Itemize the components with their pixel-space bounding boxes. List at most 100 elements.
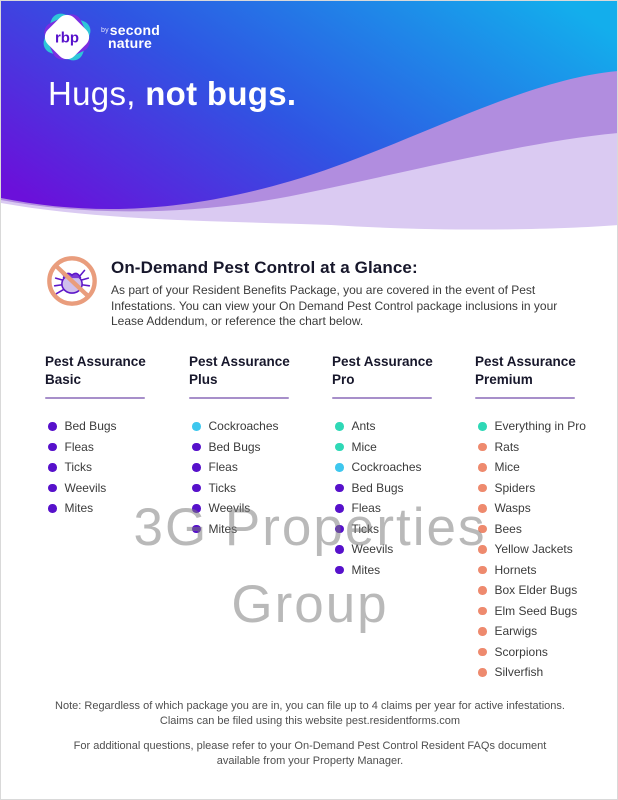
list-item-label: Rats: [494, 439, 520, 454]
list-item: Bed Bugs: [335, 478, 475, 499]
header-title-bold: not bugs.: [145, 75, 297, 112]
list-item: Weevils: [192, 498, 332, 519]
list-item-label: Bed Bugs: [208, 439, 261, 454]
no-bugs-icon: [47, 256, 97, 306]
list-item: Ticks: [335, 519, 475, 540]
list-item: Spiders: [478, 478, 617, 499]
list-item: Everything in Pro: [478, 416, 617, 437]
brand-logo: rbp bysecond nature: [39, 9, 160, 65]
list-item-label: Yellow Jackets: [494, 542, 573, 557]
package-columns: Pest Assurance Basic Bed Bugs Fleas Ticks Wee…: [1, 353, 617, 683]
package-underline: [475, 397, 575, 399]
bullet-icon: [192, 463, 201, 472]
bullet-icon: [478, 606, 487, 615]
list-item-label: Mites: [208, 521, 238, 536]
list-item: Fleas: [48, 437, 189, 458]
list-item: Elm Seed Bugs: [478, 601, 617, 622]
header-wave-background: [1, 1, 617, 243]
package-title: Pest Assurance Premium: [475, 354, 576, 387]
bullet-icon: [335, 483, 344, 492]
bullet-icon: [335, 422, 344, 431]
package-item-list: Cockroaches Bed Bugs Fleas Ticks Weevils Mite…: [189, 416, 332, 539]
bullet-icon: [48, 422, 57, 431]
package-title: Pest Assurance Pro: [332, 354, 433, 387]
bullet-icon: [478, 483, 487, 492]
list-item: Wasps: [478, 498, 617, 519]
list-item: Fleas: [335, 498, 475, 519]
rbp-logo-icon: rbp: [43, 13, 91, 61]
package-item-list: Everything in Pro Rats Mice Spiders Wasps Bee…: [475, 416, 617, 683]
bullet-icon: [335, 565, 344, 574]
package-underline: [45, 397, 145, 399]
list-item-label: Fleas: [208, 460, 238, 475]
svg-text:rbp: rbp: [55, 30, 79, 47]
list-item-label: Earwigs: [494, 624, 538, 639]
package-underline: [332, 397, 432, 399]
list-item-label: Bed Bugs: [64, 419, 117, 434]
glance-text-block: On-Demand Pest Control at a Glance: As p…: [111, 254, 579, 330]
list-item: Scorpions: [478, 642, 617, 663]
bullet-icon: [335, 524, 344, 533]
list-item-label: Ticks: [351, 521, 380, 536]
list-item: Cockroaches: [335, 457, 475, 478]
bullet-icon: [478, 442, 487, 451]
list-item-label: Cockroaches: [351, 460, 422, 475]
list-item: Hornets: [478, 560, 617, 581]
logo-name-line2: nature: [108, 35, 152, 51]
list-item: Cockroaches: [192, 416, 332, 437]
list-item: Mice: [478, 457, 617, 478]
glance-title: On-Demand Pest Control at a Glance:: [111, 258, 418, 277]
bullet-icon: [478, 647, 487, 656]
list-item: Mites: [335, 560, 475, 581]
list-item: Bed Bugs: [192, 437, 332, 458]
list-item-label: Mites: [351, 562, 381, 577]
list-item: Ants: [335, 416, 475, 437]
list-item-label: Bed Bugs: [351, 480, 404, 495]
list-item: Rats: [478, 437, 617, 458]
list-item: Ticks: [192, 478, 332, 499]
list-item-label: Hornets: [494, 562, 537, 577]
package-column: Pest Assurance Plus Cockroaches Bed Bugs Fle…: [189, 353, 332, 683]
footer-notes: Note: Regardless of which package you ar…: [1, 699, 617, 769]
bullet-icon: [335, 442, 344, 451]
bullet-icon: [478, 463, 487, 472]
bullet-icon: [192, 524, 201, 533]
list-item: Silverfish: [478, 662, 617, 683]
bullet-icon: [192, 504, 201, 513]
list-item-label: Weevils: [64, 480, 107, 495]
bullet-icon: [478, 524, 487, 533]
list-item-label: Bees: [494, 521, 522, 536]
list-item: Mites: [192, 519, 332, 540]
bullet-icon: [192, 442, 201, 451]
bullet-icon: [48, 504, 57, 513]
list-item-label: Silverfish: [494, 665, 544, 680]
package-underline: [189, 397, 289, 399]
list-item: Box Elder Bugs: [478, 580, 617, 601]
faq-note: For additional questions, please refer t…: [73, 740, 547, 767]
list-item: Fleas: [192, 457, 332, 478]
claims-note-line2: Claims can be filed using this website p…: [159, 715, 461, 727]
logo-by-label: by: [101, 27, 109, 34]
list-item-label: Spiders: [494, 480, 536, 495]
list-item-label: Cockroaches: [208, 419, 279, 434]
list-item-label: Everything in Pro: [494, 419, 586, 434]
list-item-label: Mice: [494, 460, 520, 475]
glance-section: On-Demand Pest Control at a Glance: As p…: [45, 254, 575, 330]
list-item: Earwigs: [478, 621, 617, 642]
list-item: Bees: [478, 519, 617, 540]
list-item-label: Fleas: [64, 439, 94, 454]
package-title: Pest Assurance Basic: [45, 354, 146, 387]
list-item-label: Ticks: [208, 480, 237, 495]
list-item-label: Weevils: [351, 542, 394, 557]
list-item-label: Mites: [64, 501, 94, 516]
list-item: Mites: [48, 498, 189, 519]
bullet-icon: [48, 463, 57, 472]
package-column: Pest Assurance Pro Ants Mice Cockroaches Bed …: [332, 353, 475, 683]
logo-name-line1: second: [109, 22, 161, 38]
package-title: Pest Assurance Plus: [189, 354, 290, 387]
list-item-label: Ants: [351, 419, 376, 434]
bullet-icon: [192, 483, 201, 492]
list-item-label: Elm Seed Bugs: [494, 603, 578, 618]
bullet-icon: [48, 483, 57, 492]
